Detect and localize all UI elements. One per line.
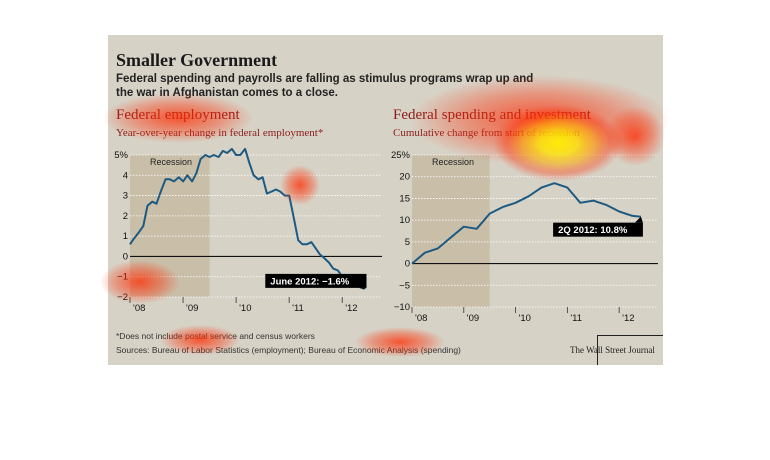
x-tick-label: '09 xyxy=(467,313,479,324)
x-tick-label: '08 xyxy=(133,303,145,314)
source-note: Sources: Bureau of Labor Statistics (emp… xyxy=(116,345,461,355)
y-tick-label: 25% xyxy=(391,150,411,161)
y-tick-label: 0 xyxy=(405,259,410,270)
annotation-box xyxy=(265,273,367,288)
annotation-pointer xyxy=(358,287,367,289)
y-tick-label: 3 xyxy=(123,191,128,202)
y-tick-label: 20 xyxy=(399,172,410,183)
chart-panel: Smaller Government Federal spending and … xyxy=(108,35,663,365)
annotation-label: 2Q 2012: 10.8% xyxy=(558,225,628,236)
credit-rule-vertical xyxy=(597,335,598,365)
y-tick-label: 10 xyxy=(399,215,410,226)
y-tick-label: 1 xyxy=(123,231,128,242)
y-tick-label: 0 xyxy=(123,251,128,262)
annotation-box xyxy=(553,222,643,237)
spending-chart: Recession 25% 20 15 10 5 0 −5 −10 '08 '09 '10 '11 '12… xyxy=(391,150,658,324)
x-tick-label: '12 xyxy=(345,303,357,314)
annotation-pointer xyxy=(634,216,643,223)
recession-label: Recession xyxy=(150,157,192,167)
y-tick-label: 5% xyxy=(114,150,128,161)
annotation-label: June 2012: −1.6% xyxy=(270,276,350,287)
x-tick-label: '11 xyxy=(292,303,304,314)
recession-label: Recession xyxy=(432,157,474,167)
x-tick-label: '08 xyxy=(415,313,427,324)
page-title: Smaller Government xyxy=(116,50,278,70)
y-tick-label: 2 xyxy=(123,211,128,222)
recession-band xyxy=(412,155,490,307)
y-tick-label: −10 xyxy=(394,302,410,313)
x-tick-label: '10 xyxy=(239,303,251,314)
x-tick-label: '11 xyxy=(570,313,582,324)
credit: The Wall Street Journal xyxy=(570,345,655,355)
credit-rule-horizontal xyxy=(597,335,663,336)
y-tick-label: −5 xyxy=(399,280,410,291)
series-line xyxy=(129,147,365,290)
y-tick-label: 15 xyxy=(399,193,410,204)
x-tick-label: '10 xyxy=(519,313,531,324)
y-tick-label: 5 xyxy=(405,237,410,248)
series-line xyxy=(411,182,642,265)
y-tick-label: 4 xyxy=(123,170,128,181)
x-tick-label: '09 xyxy=(186,303,198,314)
footnote: *Does not include postal service and cen… xyxy=(116,331,315,341)
x-tick-label: '12 xyxy=(622,313,634,324)
